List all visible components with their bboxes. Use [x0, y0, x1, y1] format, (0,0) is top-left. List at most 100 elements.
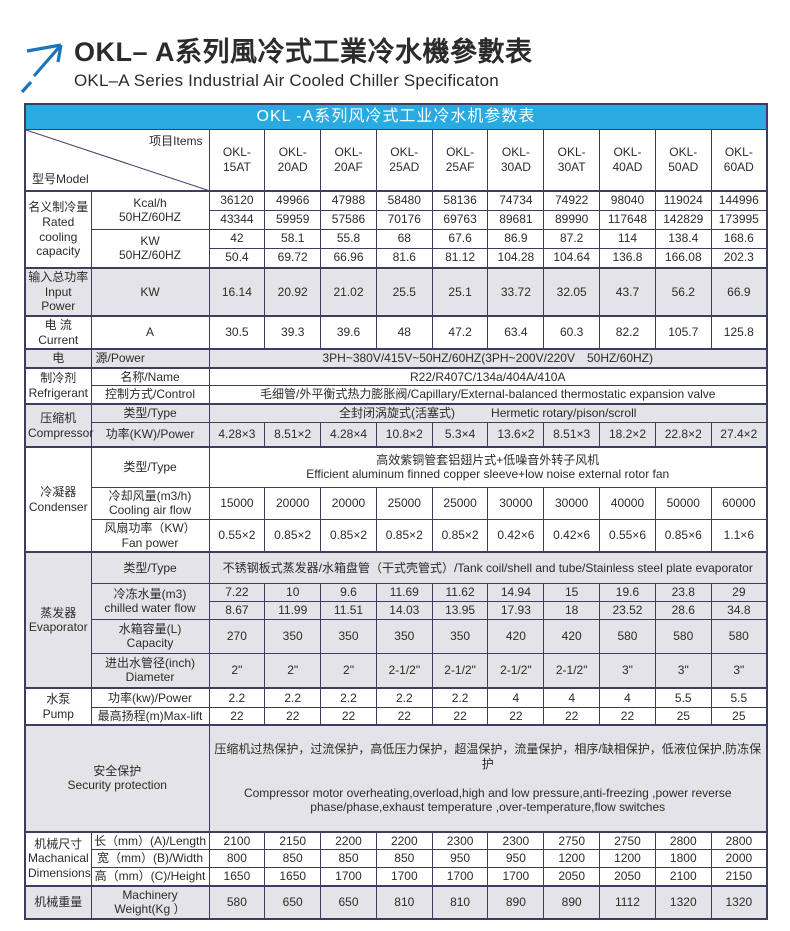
value-cell: 33.72	[487, 267, 545, 317]
row-pump-power: 水泵 Pump 功率(kw)/Power 2.2 2.2 2.2 2.2 2.2 4 4 4 5…	[24, 687, 768, 726]
value-cell: 36120	[208, 190, 266, 211]
value-cell: 14.94	[487, 582, 545, 602]
value-cell: 20000	[264, 486, 322, 520]
value-cell: 2150	[710, 866, 768, 887]
value-cell: 117648	[599, 209, 656, 230]
value-cell: 1700	[375, 866, 433, 887]
value-cell: 11.51	[320, 600, 377, 620]
value-cell: 1.1×6	[710, 518, 768, 553]
model-header: OKL- 25AD	[375, 128, 433, 192]
value-cell: 23.8	[654, 582, 712, 602]
group-label-power-supply: 电	[24, 348, 92, 369]
diagonal-line	[26, 130, 209, 191]
value-cell: 168.6	[710, 228, 768, 249]
value-cell: 2300	[487, 830, 545, 851]
group-label-compressor: 压缩机 Compressor	[24, 403, 93, 448]
value-cell: 1800	[654, 849, 712, 868]
model-header: OKL- 20AF	[320, 128, 377, 192]
row-input-power: 输入总功率 Input Power KW 16.14 20.92 21.02 25.5…	[24, 267, 768, 317]
value-cell: 17.93	[487, 600, 545, 620]
value-cell: 2750	[543, 830, 601, 851]
value-cell: 68	[375, 228, 433, 249]
value-cell: 2.2	[375, 687, 433, 708]
value-cell: 4.28×3	[208, 421, 266, 448]
value-cell: 2200	[375, 830, 433, 851]
value-cell: 42	[208, 228, 266, 249]
item-label-compressor-power: 功率(KW)/Power	[90, 421, 210, 448]
value-cell: 3"	[654, 652, 712, 689]
value-cell: 1700	[431, 866, 489, 887]
value-cell: 950	[487, 849, 545, 868]
row-condenser-airflow: 冷却风量(m3/h) Cooling air flow 15000 20000 20…	[25, 486, 768, 520]
security-protection-zh: 压缩机过热保护，过流保护，高低压力保护，超温保护，流量保护，相序/缺相保护，低液…	[214, 741, 762, 771]
item-label-current: A	[90, 314, 210, 350]
row-evaporator-water-50hz: 冷冻水量(m3) chilled water flow 7.22 10 9.6 11.…	[25, 582, 768, 620]
value-cell: 125.8	[710, 314, 768, 350]
value-cell: 20000	[320, 486, 377, 520]
value-cell: 14.03	[375, 600, 433, 620]
value-cell: 350	[264, 618, 322, 654]
value-cell: 86.9	[487, 228, 545, 249]
value-cell: 2100	[654, 866, 712, 887]
value-cell: 30000	[543, 486, 601, 520]
group-label-pump: 水泵 Pump	[24, 687, 92, 726]
group-label-evaporator: 蒸发器 Evaporator	[24, 551, 92, 689]
value-cell: 2300	[431, 830, 489, 851]
value-cell: 21.02	[320, 267, 377, 317]
value-cell: 166.08	[654, 247, 712, 269]
value-cell: 580	[599, 618, 656, 654]
model-header: OKL- 20AD	[264, 128, 322, 192]
value-cell: 850	[264, 849, 322, 868]
value-cell: 89681	[487, 209, 545, 230]
evaporator-type-value: 不锈钢板式蒸发器/水箱盘管（干式壳管式）/Tank coil/shell and…	[208, 551, 768, 584]
value-cell: 25.5	[375, 267, 433, 317]
value-cell: 22	[208, 706, 266, 726]
value-cell: 810	[431, 884, 489, 920]
value-cell: 0.42×6	[487, 518, 545, 553]
value-cell: 50.4	[208, 247, 266, 269]
row-refrigerant-control: 控制方式/Control 毛细管/外平衡式热力膨胀阀/Capillary/Ext…	[25, 385, 768, 405]
value-cell: 7.22	[208, 582, 266, 602]
value-cell: 270	[208, 618, 266, 654]
row-machinery-weight: 机械重量 Machinery Weight(Kg ） 580 650 650 810 8…	[24, 884, 768, 920]
value-cell: 81.12	[431, 247, 489, 269]
value-cell: 58.1	[264, 228, 322, 249]
row-dimension-length: 机械尺寸 Machanical Dimensions 长（mm）(A)/Leng…	[24, 830, 768, 887]
value-cell: 1200	[599, 849, 656, 868]
value-cell: 5.5	[654, 687, 712, 708]
value-cell: 11.62	[431, 582, 489, 602]
value-cell: 2-1/2"	[375, 652, 433, 689]
value-cell: 66.9	[710, 267, 768, 317]
value-cell: 2"	[320, 652, 377, 689]
value-cell: 2050	[599, 866, 656, 887]
value-cell: 74922	[543, 190, 601, 211]
group-label-rated: 名义制冷量 Rated cooling capacity	[24, 190, 92, 269]
corner-header-cell: 型号Model 项目Items	[24, 128, 210, 192]
value-cell: 50000	[654, 486, 712, 520]
value-cell: 1320	[710, 884, 768, 920]
value-cell: 58480	[375, 190, 433, 211]
item-label-pump-power: 功率(kw)/Power	[90, 687, 210, 708]
value-cell: 28.6	[654, 600, 712, 620]
value-cell: 40000	[599, 486, 656, 520]
value-cell: 13.95	[431, 600, 489, 620]
refrigerant-control-value: 毛细管/外平衡式热力膨胀阀/Capillary/External-balance…	[208, 385, 768, 405]
value-cell: 22	[431, 706, 489, 726]
item-label-evaporator-type: 类型/Type	[90, 551, 210, 584]
row-rated-kw-50hz: KW 50HZ/60HZ 42 58.1 55.8 68 67.6 86.9 87.2 114…	[25, 228, 768, 269]
row-compressor-power: 功率(KW)/Power 4.28×3 8.51×2 4.28×4 10.8×2 5.3…	[25, 421, 768, 448]
value-cell: 2.2	[208, 687, 266, 708]
value-cell: 105.7	[654, 314, 712, 350]
row-rated-kcal-60hz: 43344 59959 57586 70176 69763 89681 89990 11764…	[25, 209, 768, 230]
value-cell: 22.8×2	[654, 421, 712, 448]
value-cell: 3"	[599, 652, 656, 689]
corner-model-label: 型号Model	[32, 172, 89, 187]
value-cell: 580	[208, 884, 266, 920]
value-cell: 69.72	[264, 247, 322, 269]
item-label-width: 宽（mm）(B)/Width	[90, 849, 210, 868]
value-cell: 47988	[320, 190, 377, 211]
item-label-height: 高（mm）(C)/Height	[90, 866, 210, 887]
row-evaporator-capacity: 水箱容量(L) Capacity 270 350 350 350 350 420 420 58…	[25, 618, 768, 654]
item-label-input-power: KW	[90, 267, 210, 317]
value-cell: 25	[710, 706, 768, 726]
